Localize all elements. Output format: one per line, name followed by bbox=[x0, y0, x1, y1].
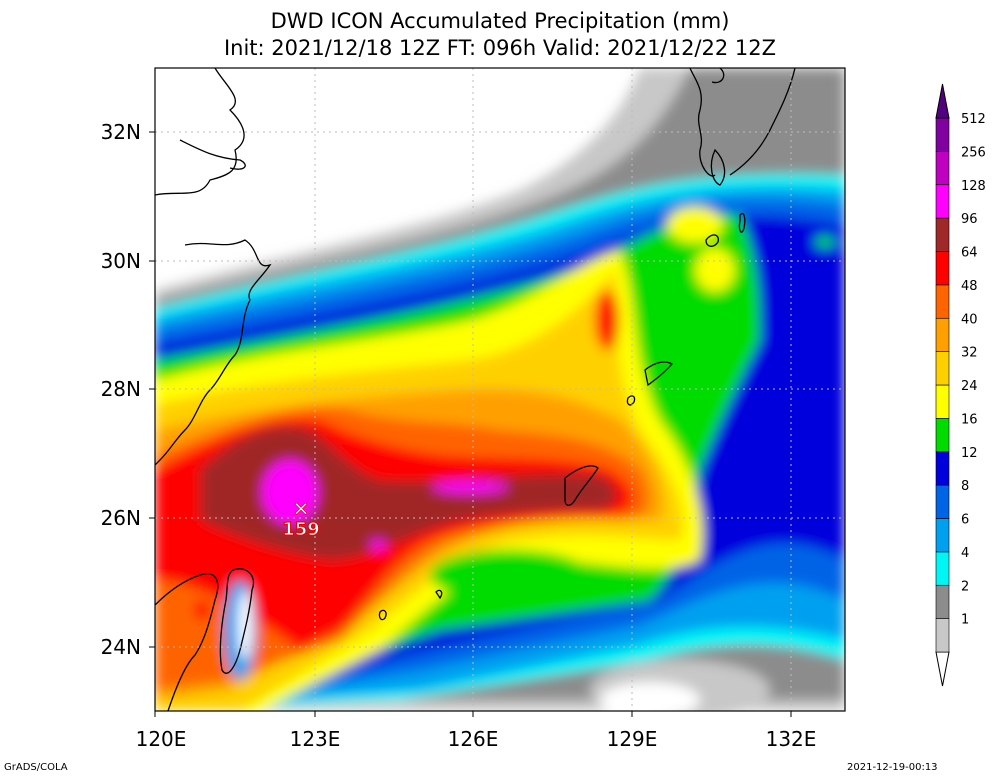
colorbar-swatch bbox=[935, 184, 950, 219]
colorbar-bottom-cap bbox=[935, 651, 950, 687]
footer-timestamp: 2021-12-19-00:13 bbox=[847, 762, 938, 773]
colorbar-label: 48 bbox=[961, 279, 978, 294]
max-marker-value: 159 bbox=[282, 519, 320, 540]
colorbar-label: 1 bbox=[961, 613, 969, 628]
colorbar-swatch bbox=[935, 418, 950, 453]
colorbar-swatch bbox=[935, 451, 950, 486]
colorbar-label: 16 bbox=[961, 412, 978, 427]
axis-ticks bbox=[149, 131, 792, 717]
map-subtitle: Init: 2021/12/18 12Z FT: 096h Valid: 202… bbox=[223, 36, 777, 60]
colorbar-label: 24 bbox=[961, 379, 978, 394]
colorbar-swatch bbox=[935, 151, 950, 186]
map-title: DWD ICON Accumulated Precipitation (mm) bbox=[270, 9, 730, 33]
lon-labels: 120E 123E 126E 129E 132E bbox=[136, 727, 817, 751]
colorbar-label: 8 bbox=[961, 479, 969, 494]
lon-label: 123E bbox=[290, 727, 341, 751]
lon-label: 120E bbox=[136, 727, 187, 751]
colorbar-label: 12 bbox=[961, 446, 978, 461]
lat-label: 26N bbox=[101, 506, 141, 530]
footer-credit: GrADS/COLA bbox=[4, 762, 68, 773]
colorbar-swatch bbox=[935, 484, 950, 519]
lon-label: 132E bbox=[766, 727, 817, 751]
colorbar-swatch bbox=[935, 518, 950, 553]
lat-label: 32N bbox=[101, 120, 141, 144]
lon-label: 126E bbox=[448, 727, 499, 751]
colorbar-label: 96 bbox=[961, 212, 978, 227]
lat-label: 24N bbox=[101, 635, 141, 659]
max-marker-x-icon: ✕ bbox=[293, 497, 310, 521]
colorbar-swatch bbox=[935, 384, 950, 419]
colorbar-label: 128 bbox=[961, 179, 986, 194]
colorbar-swatch bbox=[935, 251, 950, 286]
lat-label: 30N bbox=[101, 249, 141, 273]
lat-labels: 32N 30N 28N 26N 24N bbox=[101, 120, 141, 659]
colorbar-label: 256 bbox=[961, 145, 986, 160]
colorbar-label: 32 bbox=[961, 346, 978, 361]
colorbar-label: 4 bbox=[961, 546, 969, 561]
max-precip-marker: ✕ 159 bbox=[282, 497, 321, 541]
lat-lon-grid bbox=[155, 68, 845, 711]
colorbar-swatch bbox=[935, 284, 950, 319]
coastlines bbox=[155, 68, 796, 711]
colorbar-label: 6 bbox=[961, 513, 969, 528]
colorbar-swatch bbox=[935, 351, 950, 386]
lat-label: 28N bbox=[101, 377, 141, 401]
colorbar-label: 2 bbox=[961, 579, 969, 594]
colorbar-swatch bbox=[935, 117, 950, 152]
colorbar-label: 512 bbox=[961, 112, 986, 127]
colorbar-swatch bbox=[935, 584, 950, 619]
colorbar-swatch bbox=[935, 618, 950, 653]
colorbar-label: 64 bbox=[961, 246, 978, 261]
precipitation-field bbox=[155, 68, 845, 711]
lon-label: 129E bbox=[607, 727, 658, 751]
colorbar-swatch bbox=[935, 551, 950, 586]
colorbar-swatch bbox=[935, 217, 950, 252]
colorbar-top-cap bbox=[935, 83, 950, 119]
colorbar-label: 40 bbox=[961, 312, 978, 327]
colorbar-swatch bbox=[935, 317, 950, 352]
